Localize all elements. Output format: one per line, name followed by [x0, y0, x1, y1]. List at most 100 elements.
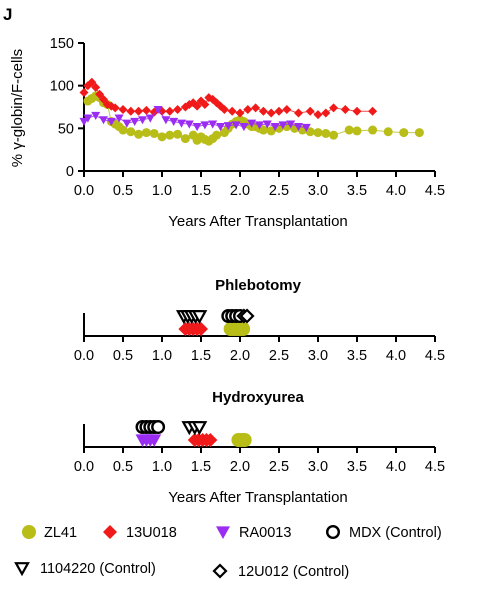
hydroxyurea-x-tick-label: 3.0 — [308, 459, 328, 475]
legend-label-13U018: 13U018 — [126, 525, 177, 541]
data-point-13U018 — [313, 110, 323, 120]
legend-label-12U012: 12U012 (Control) — [238, 564, 349, 580]
legend-item-12U012: 12U012 (Control) — [212, 563, 349, 580]
hydroxyurea-marker-ZL41 — [237, 433, 252, 447]
data-point-ZL41 — [258, 125, 268, 135]
phlebotomy-marker-13U018 — [194, 322, 208, 336]
data-point-RA0013 — [83, 114, 93, 123]
data-point-RA0013 — [153, 105, 163, 115]
legend-label-1104220: 1104220 (Control) — [40, 561, 156, 577]
hydroxyurea-marker-MDX — [151, 420, 166, 435]
data-point-13U018 — [352, 106, 362, 116]
legend-marker-RA0013 — [216, 526, 230, 539]
legend-item-ZL41: ZL41 — [22, 525, 77, 541]
data-point-RA0013 — [130, 117, 140, 127]
hydroxyurea-series-13U018 — [187, 433, 218, 447]
data-point-RA0013 — [231, 121, 241, 130]
phlebotomy-marker-1104220 — [191, 310, 208, 325]
data-point-ZL41 — [212, 130, 222, 140]
data-point-13U018 — [321, 108, 331, 118]
data-point-ZL41 — [352, 126, 362, 136]
legend: ZL41 13U018 RA0013 MDX (Control) 1104220 (Co… — [14, 525, 442, 580]
legend-label-MDX: MDX (Control) — [349, 525, 442, 541]
data-point-RA0013 — [114, 114, 124, 123]
phlebotomy-x-tick-label: 4.5 — [425, 348, 445, 364]
legend-marker-ZL41 — [22, 525, 36, 539]
main-y-tick-label: 150 — [50, 36, 74, 52]
phlebotomy-x-tick-label: 3.0 — [308, 348, 328, 364]
data-point-13U018 — [274, 106, 284, 116]
main-y-axis-label: % γ-globin/F-cells — [9, 49, 26, 167]
phlebotomy-x-tick-label: 1.0 — [152, 348, 172, 364]
data-point-RA0013 — [79, 117, 89, 127]
hydroxyurea-x-axis-label: Years After Transplantation — [168, 489, 348, 506]
data-point-13U018 — [294, 108, 303, 118]
main-x-tick-label: 0.5 — [113, 183, 133, 199]
data-point-13U018 — [173, 105, 183, 115]
hydroxyurea-x-tick-label: 1.0 — [152, 459, 172, 475]
data-point-13U018 — [126, 106, 136, 116]
data-point-RA0013 — [262, 120, 272, 129]
data-point-RA0013 — [255, 121, 264, 130]
data-point-13U018 — [235, 108, 245, 118]
hydroxyurea-x-tick-label: 0.0 — [74, 459, 94, 475]
data-point-RA0013 — [286, 120, 296, 129]
data-point-RA0013 — [192, 123, 202, 132]
series-RA0013 — [79, 105, 311, 132]
phlebotomy-chart: 0.0 0.5 1.0 1.5 2.0 2.5 3.0 3.5 4.0 4.5 — [74, 308, 445, 364]
data-point-13U018 — [219, 105, 229, 115]
legend-marker-12U012 — [212, 563, 228, 579]
data-point-RA0013 — [161, 116, 171, 125]
hydroxyurea-x-tick-label: 0.5 — [113, 459, 133, 475]
data-point-ZL41 — [141, 128, 151, 138]
main-y-tick-label: 50 — [58, 121, 74, 137]
hydroxyurea-x-tick-label: 1.5 — [191, 459, 211, 475]
legend-marker-MDX — [326, 525, 341, 540]
data-point-13U018 — [340, 105, 350, 115]
series-13U018 — [79, 77, 378, 120]
data-point-ZL41 — [180, 134, 190, 144]
data-point-RA0013 — [247, 119, 257, 128]
data-point-13U018 — [165, 106, 175, 116]
phlebotomy-x-tick-label: 3.5 — [347, 348, 367, 364]
phlebotomy-title: Phlebotomy — [215, 277, 301, 294]
data-point-ZL41 — [313, 128, 323, 138]
hydroxyurea-marker-1104220 — [191, 421, 208, 436]
data-point-13U018 — [134, 106, 144, 116]
legend-marker-13U018 — [103, 525, 117, 539]
legend-item-1104220: 1104220 (Control) — [14, 561, 156, 577]
legend-item-MDX: MDX (Control) — [326, 525, 442, 541]
hydroxyurea-series-MDX — [135, 420, 166, 435]
data-point-RA0013 — [208, 120, 218, 129]
data-point-ZL41 — [157, 132, 167, 142]
data-point-13U018 — [329, 103, 339, 113]
data-point-ZL41 — [173, 129, 183, 139]
data-point-ZL41 — [134, 129, 144, 139]
data-point-ZL41 — [266, 126, 276, 136]
phlebotomy-x-tick-label: 4.0 — [386, 348, 406, 364]
data-point-RA0013 — [99, 116, 108, 125]
data-point-13U018 — [95, 89, 105, 99]
main-x-tick-label: 3.0 — [308, 183, 328, 199]
data-point-RA0013 — [184, 120, 194, 129]
data-point-13U018 — [266, 108, 276, 118]
main-x-tick-label: 3.5 — [347, 183, 367, 199]
main-x-tick-label: 4.5 — [425, 183, 445, 199]
data-point-13U018 — [227, 106, 237, 116]
data-point-RA0013 — [294, 123, 303, 132]
main-x-tick-label: 0.0 — [74, 183, 94, 199]
data-point-RA0013 — [216, 123, 225, 132]
hydroxyurea-x-tick-label: 2.5 — [269, 459, 289, 475]
hydroxyurea-series-1104220 — [181, 421, 208, 436]
phlebotomy-x-tick-label: 2.0 — [230, 348, 250, 364]
data-point-RA0013 — [122, 119, 132, 128]
data-point-RA0013 — [106, 117, 116, 127]
legend-label-RA0013: RA0013 — [239, 525, 291, 541]
data-point-RA0013 — [91, 111, 101, 121]
data-point-13U018 — [243, 105, 253, 115]
phlebotomy-x-tick-label: 1.5 — [191, 348, 211, 364]
phlebotomy-x-tick-label: 0.0 — [74, 348, 94, 364]
data-point-13U018 — [200, 99, 210, 109]
data-point-ZL41 — [149, 128, 159, 138]
data-point-13U018 — [99, 94, 108, 104]
